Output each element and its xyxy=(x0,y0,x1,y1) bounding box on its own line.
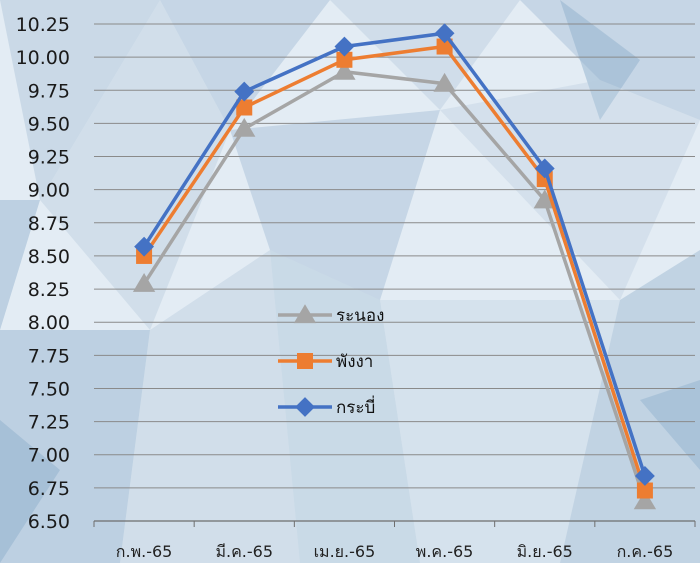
background-facet xyxy=(0,0,160,200)
x-tick-label: เม.ย.-65 xyxy=(314,542,376,561)
background-facet xyxy=(380,300,620,563)
background-facet xyxy=(270,250,420,563)
y-tick-label: 10.25 xyxy=(16,14,70,36)
axes: 6.50 6.75 7.00 7.25 7.50 7.75 8.00 8.25 8.50 8.75… xyxy=(16,14,696,561)
series-diamond xyxy=(134,23,655,486)
y-tick-label: 7.00 xyxy=(28,445,70,467)
legend-item: ระนอง xyxy=(278,304,384,326)
data-point-marker xyxy=(636,482,653,499)
data-point-marker xyxy=(333,60,356,80)
background-facet xyxy=(640,380,700,470)
data-point-marker xyxy=(233,117,256,137)
background-facet xyxy=(560,250,700,563)
data-point-marker xyxy=(433,72,456,92)
x-tick-label: ก.พ.-65 xyxy=(116,542,173,561)
x-tick-label: มี.ค.-65 xyxy=(215,542,273,561)
data-point-marker xyxy=(436,38,453,55)
legend-label: พังงา xyxy=(336,352,373,372)
y-tick-label: 8.25 xyxy=(28,279,70,301)
legend-marker xyxy=(293,304,317,324)
data-point-marker xyxy=(134,236,155,257)
y-tick-label: 7.75 xyxy=(28,345,70,367)
legend-item: พังงา xyxy=(278,352,373,372)
data-point-marker xyxy=(634,466,655,486)
y-tick-label: 6.75 xyxy=(28,478,70,500)
background-facet xyxy=(120,250,300,563)
y-tick-label: 10.00 xyxy=(16,47,70,69)
y-tick-label: 8.50 xyxy=(28,246,70,268)
series-line xyxy=(142,44,647,492)
y-tick-label: 6.50 xyxy=(28,511,70,533)
data-point-marker xyxy=(234,81,255,102)
y-tick-label: 7.50 xyxy=(28,378,70,400)
x-tick-label: ก.ค.-65 xyxy=(617,542,674,561)
y-tick-label: 9.75 xyxy=(28,80,70,102)
background-facet xyxy=(40,0,230,330)
x-tick-label: มิ.ย.-65 xyxy=(517,542,573,561)
y-tick-label: 7.25 xyxy=(28,412,70,434)
y-tick-label: 8.00 xyxy=(28,312,70,334)
data-point-marker xyxy=(236,99,253,116)
data-point-marker xyxy=(633,490,657,510)
background-facet xyxy=(0,420,60,563)
legend-label: กระบี่ xyxy=(336,395,375,418)
data-point-marker xyxy=(336,51,353,68)
legend-marker xyxy=(297,353,313,369)
data-point-marker xyxy=(334,36,355,57)
background-facet xyxy=(0,200,40,330)
legend-item: กระบี่ xyxy=(278,395,375,418)
legend-label: ระนอง xyxy=(336,306,384,326)
background-facet xyxy=(230,110,440,300)
legend-marker xyxy=(295,397,315,417)
data-point-marker xyxy=(533,189,556,209)
x-tick-label: พ.ค.-65 xyxy=(416,542,474,561)
background-facet xyxy=(160,0,330,130)
data-point-marker xyxy=(434,23,455,44)
y-tick-label: 9.50 xyxy=(28,113,70,135)
y-tick-label: 8.75 xyxy=(28,213,70,235)
series-line xyxy=(142,69,647,502)
data-point-marker xyxy=(132,272,156,292)
y-tick-label: 9.00 xyxy=(28,180,70,202)
series-triangle xyxy=(132,60,657,510)
series-lines xyxy=(132,23,657,510)
y-tick-label: 9.25 xyxy=(28,147,70,169)
background-facet xyxy=(330,0,520,110)
data-point-marker xyxy=(534,158,555,179)
series-line xyxy=(142,31,647,477)
